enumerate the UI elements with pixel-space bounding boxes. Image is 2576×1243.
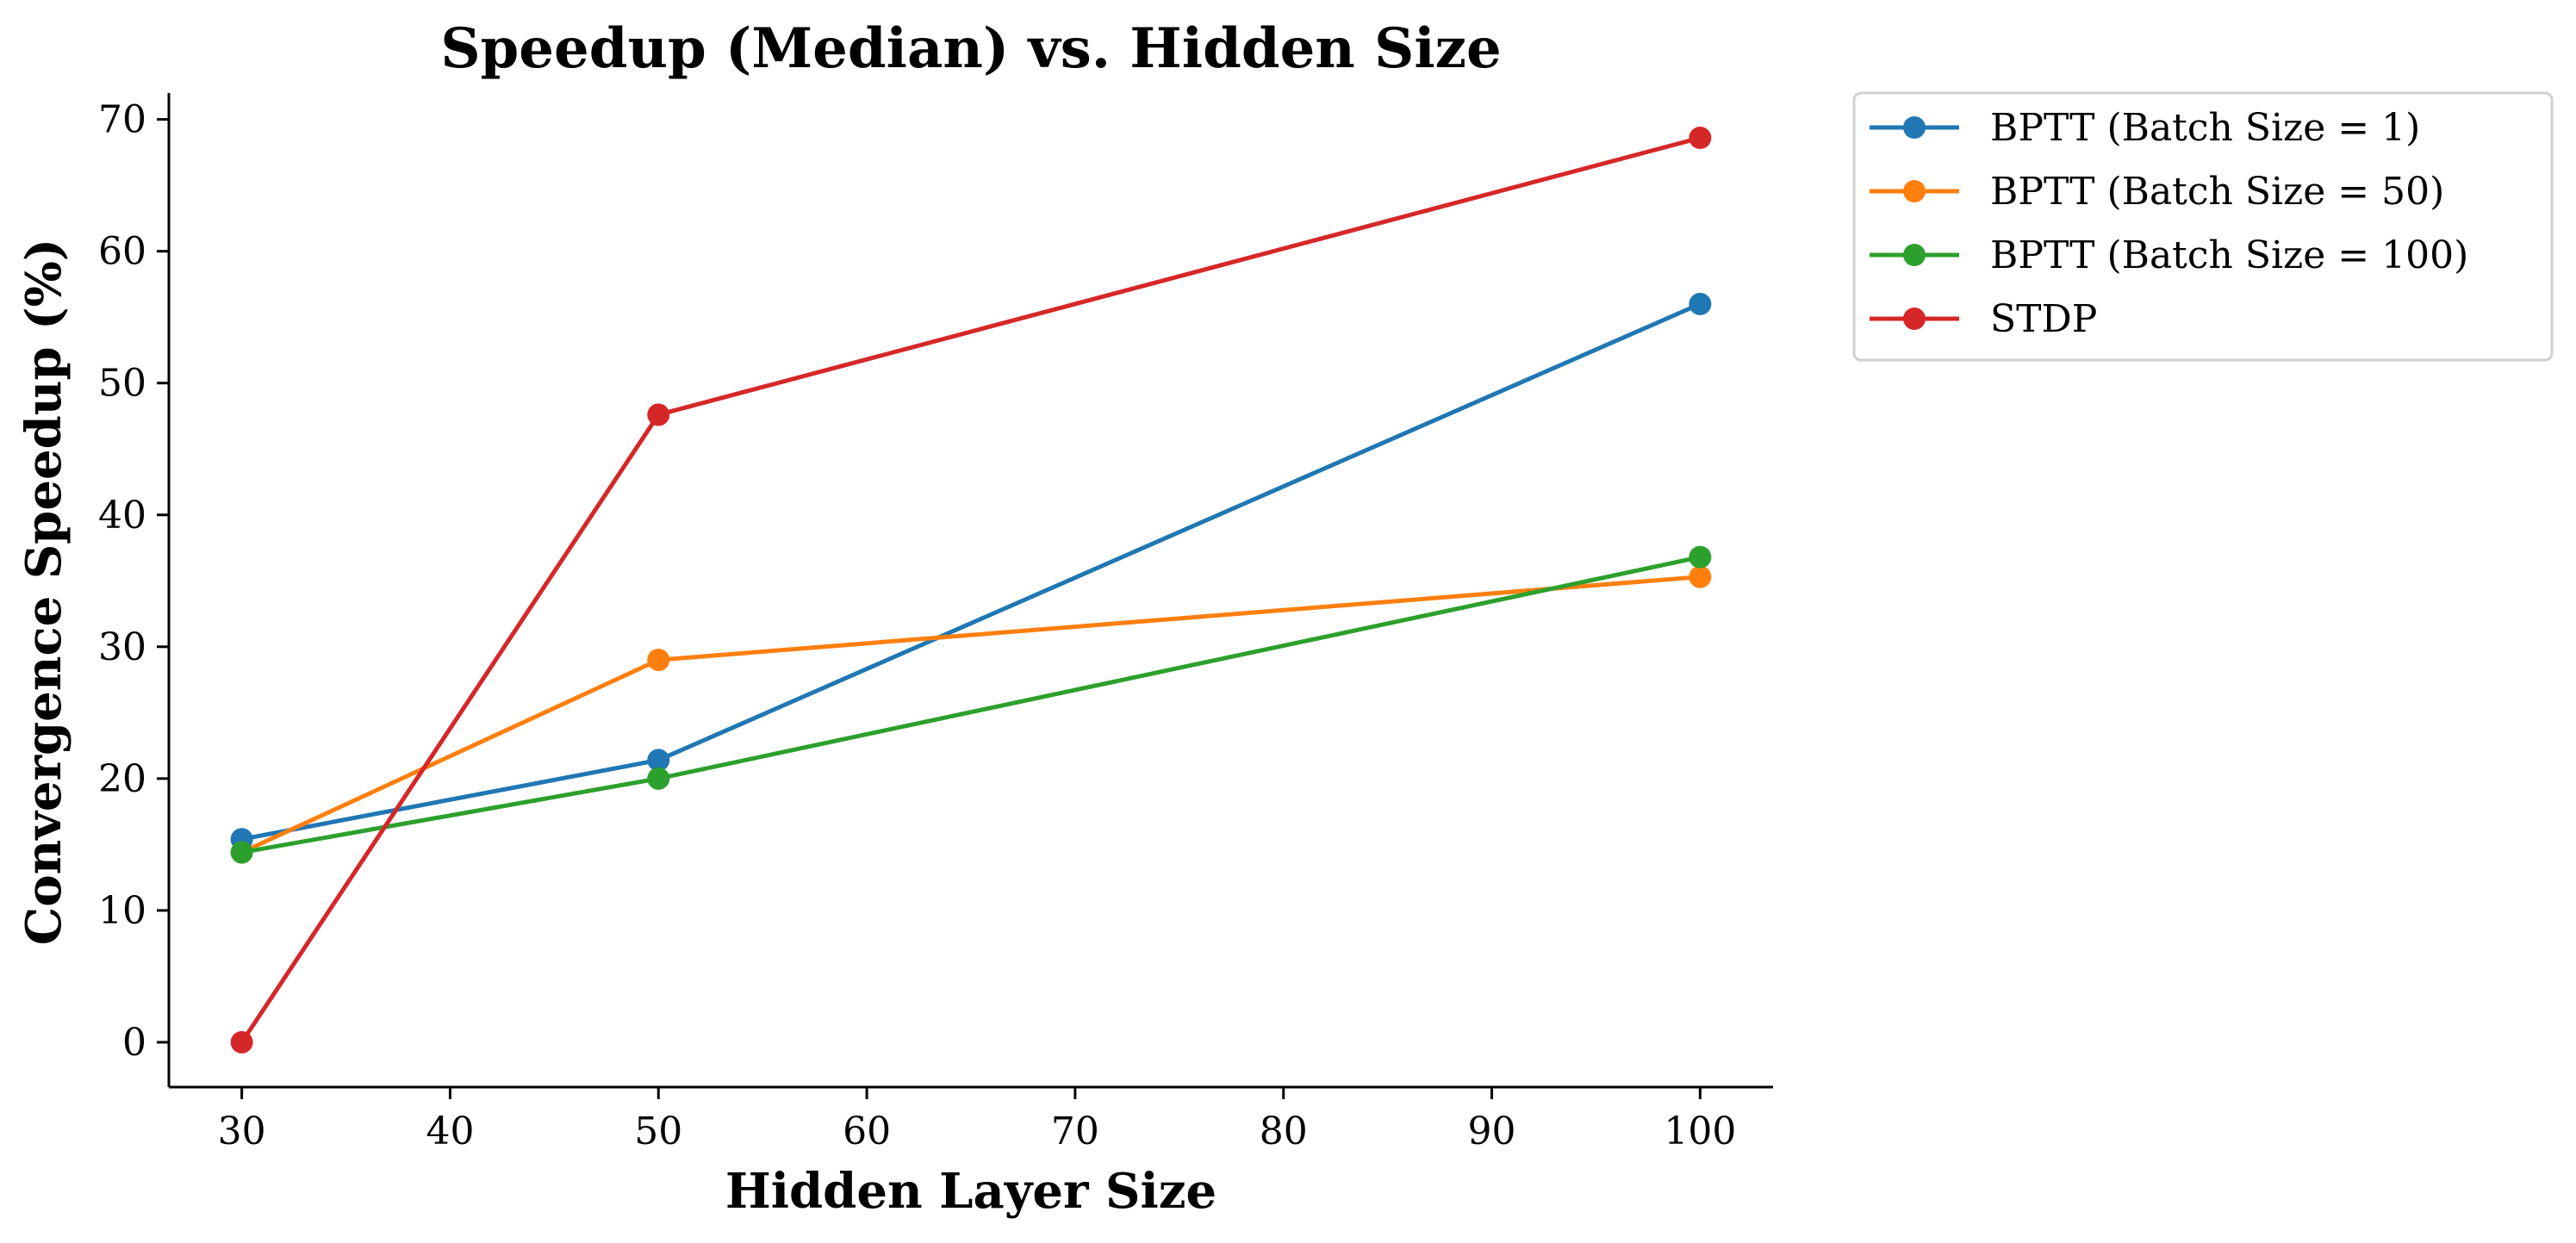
y-axis-title: Convergence Speedup (%): [16, 239, 72, 946]
series-line: [240, 301, 1702, 842]
data-point: [1689, 127, 1712, 150]
x-tick-label: 90: [1468, 1109, 1516, 1153]
data-point: [1689, 545, 1712, 569]
legend-label: BPTT (Batch Size = 100): [1990, 233, 2468, 277]
legend-label: BPTT (Batch Size = 1): [1990, 106, 2420, 150]
x-tick-label: 50: [634, 1109, 682, 1153]
chart-title: Speedup (Median) vs. Hidden Size: [440, 16, 1501, 81]
y-tick-label: 0: [122, 1021, 146, 1065]
x-tick-label: 30: [218, 1109, 266, 1153]
legend-item: BPTT (Batch Size = 50): [1870, 170, 2444, 214]
legend-item: BPTT (Batch Size = 1): [1870, 106, 2420, 150]
legend-item: STDP: [1870, 297, 2097, 341]
legend-marker: [1903, 180, 1926, 202]
series-2: [230, 565, 1712, 864]
y-tick-label: 20: [98, 757, 146, 801]
y-tick-label: 50: [98, 362, 146, 406]
legend: BPTT (Batch Size = 1) BPTT (Batch Size = …: [1852, 91, 2554, 362]
axes: [167, 93, 1773, 1089]
y-axis-ticks: 0 10 20 30 40 50 60 70: [98, 98, 169, 1065]
data-point: [1689, 292, 1712, 315]
y-tick-label: 60: [98, 230, 146, 274]
legend-frame: [1852, 91, 2554, 362]
series-4: [230, 127, 1712, 1053]
series-line: [240, 135, 1702, 1045]
series-1: [230, 292, 1712, 851]
x-axis-ticks: 30 40 50 60 70 80 90 100: [218, 1087, 1736, 1153]
legend-items: BPTT (Batch Size = 1) BPTT (Batch Size = …: [1870, 106, 2468, 341]
legend-marker: [1903, 116, 1926, 139]
y-tick-label: 10: [98, 889, 146, 933]
x-axis-title: Hidden Layer Size: [725, 1163, 1216, 1220]
x-tick-label: 80: [1260, 1109, 1308, 1153]
data-point: [230, 841, 253, 864]
y-tick-label: 30: [98, 625, 146, 669]
x-tick-label: 60: [843, 1109, 891, 1153]
data-point: [647, 403, 670, 426]
series-line: [240, 555, 1702, 855]
legend-marker: [1903, 308, 1926, 330]
x-tick-label: 40: [426, 1109, 474, 1153]
data-point: [1689, 565, 1712, 588]
data-point: [230, 1030, 253, 1053]
series-layer: [230, 127, 1712, 1053]
series-3: [230, 545, 1712, 864]
legend-label: STDP: [1990, 297, 2097, 341]
data-point: [647, 749, 670, 772]
x-tick-label: 100: [1664, 1109, 1736, 1153]
x-tick-label: 70: [1051, 1109, 1099, 1153]
y-tick-label: 70: [98, 98, 146, 142]
legend-item: BPTT (Batch Size = 100): [1870, 233, 2468, 277]
data-point: [647, 649, 670, 672]
legend-label: BPTT (Batch Size = 50): [1990, 170, 2444, 214]
y-tick-label: 40: [98, 494, 146, 538]
data-point: [647, 767, 670, 790]
legend-marker: [1903, 244, 1926, 266]
